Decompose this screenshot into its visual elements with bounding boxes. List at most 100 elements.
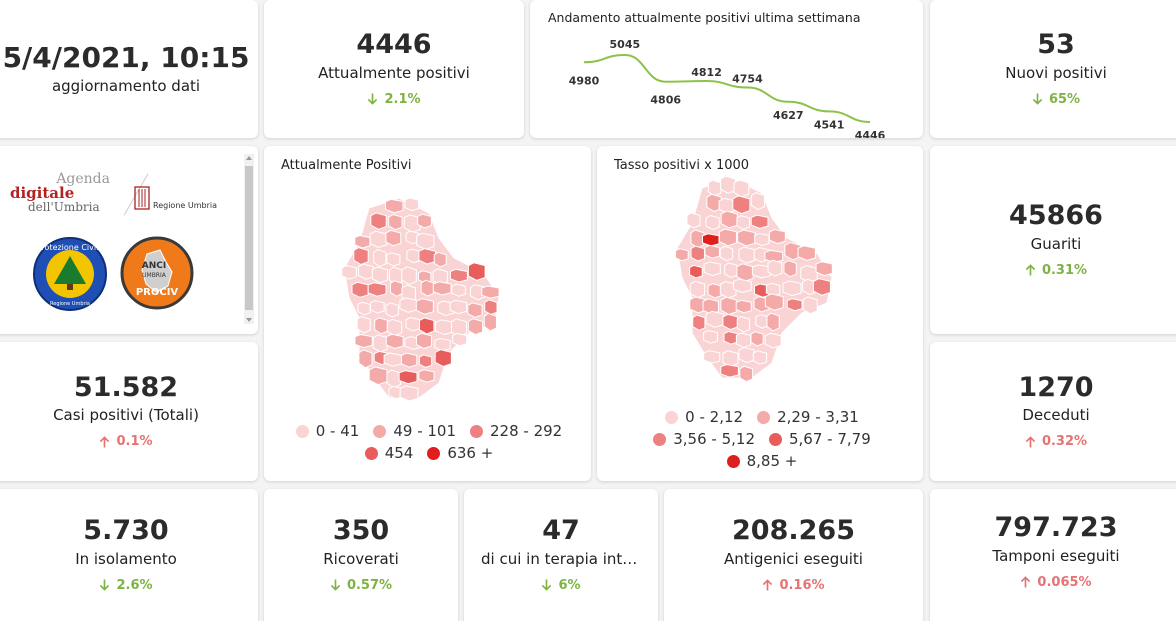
municipality-area[interactable]	[418, 270, 432, 284]
municipality-area[interactable]	[385, 229, 402, 247]
municipality-area[interactable]	[420, 279, 435, 297]
municipality-area[interactable]	[720, 296, 738, 316]
municipality-area[interactable]	[399, 297, 417, 313]
municipality-area[interactable]	[385, 333, 404, 349]
municipality-area[interactable]	[484, 299, 498, 316]
municipality-area[interactable]	[369, 300, 385, 314]
kpi-antigenici[interactable]: 208.265 Antigenici eseguiti 0.16%	[664, 489, 923, 621]
municipality-area[interactable]	[415, 332, 433, 350]
municipality-area[interactable]	[703, 261, 721, 277]
municipality-area[interactable]	[720, 175, 737, 194]
municipality-area[interactable]	[766, 312, 780, 332]
municipality-area[interactable]	[371, 266, 389, 284]
municipality-area[interactable]	[385, 302, 399, 318]
municipality-area[interactable]	[722, 350, 739, 367]
municipality-area[interactable]	[674, 248, 689, 262]
municipality-area[interactable]	[351, 281, 369, 298]
municipality-area[interactable]	[370, 212, 387, 230]
municipality-area[interactable]	[724, 262, 738, 278]
municipality-area[interactable]	[467, 262, 486, 281]
municipality-area[interactable]	[374, 317, 389, 335]
municipality-area[interactable]	[369, 230, 388, 248]
municipality-area[interactable]	[702, 298, 719, 315]
municipality-area[interactable]	[738, 346, 755, 364]
municipality-area[interactable]	[386, 318, 403, 337]
municipality-area[interactable]	[449, 268, 468, 283]
municipality-area[interactable]	[723, 330, 739, 345]
municipality-area[interactable]	[384, 198, 404, 214]
kpi-isolamento[interactable]: 5.730 In isolamento 2.6%	[0, 489, 258, 621]
municipality-area[interactable]	[754, 232, 770, 247]
municipality-area[interactable]	[418, 354, 433, 368]
municipality-area[interactable]	[389, 266, 403, 286]
municipality-area[interactable]	[736, 263, 754, 282]
municipality-area[interactable]	[705, 310, 725, 328]
logos-scrollbar[interactable]	[244, 154, 254, 324]
municipality-area[interactable]	[704, 244, 720, 259]
municipality-area[interactable]	[434, 319, 454, 336]
kpi-ricoverati[interactable]: 350 Ricoverati 0.57%	[264, 489, 458, 621]
municipality-area[interactable]	[707, 179, 722, 197]
kpi-casi-totali[interactable]: 51.582 Casi positivi (Totali) 0.1%	[0, 342, 258, 481]
municipality-area[interactable]	[403, 214, 421, 233]
municipality-area[interactable]	[418, 248, 437, 265]
municipality-area[interactable]	[433, 251, 447, 268]
municipality-area[interactable]	[703, 350, 721, 364]
municipality-area[interactable]	[720, 364, 739, 378]
municipality-area[interactable]	[783, 260, 797, 278]
kpi-deceduti[interactable]: 1270 Deceduti 0.32%	[930, 342, 1176, 481]
municipality-area[interactable]	[386, 369, 401, 389]
municipality-area[interactable]	[400, 352, 418, 368]
municipality-area[interactable]	[354, 333, 373, 349]
municipality-area[interactable]	[735, 332, 752, 349]
municipality-area[interactable]	[764, 249, 784, 263]
municipality-area[interactable]	[373, 249, 387, 268]
municipality-area[interactable]	[358, 349, 373, 369]
municipality-area[interactable]	[690, 245, 705, 262]
municipality-area[interactable]	[750, 192, 765, 211]
municipality-area[interactable]	[404, 197, 420, 212]
kpi-guariti[interactable]: 45866 Guariti 0.31%	[930, 146, 1176, 334]
municipality-area[interactable]	[434, 349, 452, 368]
municipality-area[interactable]	[389, 280, 403, 297]
municipality-area[interactable]	[356, 315, 371, 334]
municipality-area[interactable]	[690, 229, 705, 249]
municipality-area[interactable]	[686, 212, 701, 229]
municipality-area[interactable]	[736, 215, 750, 230]
kpi-tamponi[interactable]: 797.723 Tamponi eseguiti 0.065%	[930, 489, 1176, 621]
municipality-area[interactable]	[722, 313, 739, 331]
municipality-area[interactable]	[432, 281, 452, 296]
municipality-area[interactable]	[398, 370, 418, 385]
municipality-area[interactable]	[417, 213, 432, 229]
municipality-area[interactable]	[418, 369, 435, 383]
municipality-area[interactable]	[368, 366, 388, 386]
municipality-area[interactable]	[467, 302, 483, 318]
municipality-area[interactable]	[689, 264, 703, 279]
municipality-area[interactable]	[797, 245, 816, 261]
umbria-choropleth-map[interactable]	[264, 146, 591, 481]
municipality-area[interactable]	[751, 264, 771, 279]
municipality-area[interactable]	[451, 283, 466, 297]
municipality-area[interactable]	[767, 259, 783, 277]
municipality-area[interactable]	[735, 299, 752, 314]
municipality-area[interactable]	[357, 301, 371, 316]
municipality-area[interactable]	[752, 350, 768, 365]
municipality-area[interactable]	[372, 334, 388, 353]
municipality-area[interactable]	[692, 314, 706, 331]
municipality-area[interactable]	[432, 268, 448, 286]
municipality-area[interactable]	[416, 232, 435, 250]
municipality-area[interactable]	[764, 293, 784, 311]
municipality-area[interactable]	[719, 245, 734, 262]
umbria-rate-choropleth-map[interactable]	[597, 146, 923, 481]
municipality-area[interactable]	[812, 278, 831, 296]
municipality-area[interactable]	[707, 283, 722, 299]
municipality-area[interactable]	[450, 318, 467, 338]
municipality-area[interactable]	[386, 252, 401, 267]
municipality-area[interactable]	[405, 316, 421, 332]
municipality-area[interactable]	[782, 280, 802, 297]
municipality-area[interactable]	[449, 299, 468, 315]
municipality-area[interactable]	[415, 298, 434, 315]
municipality-area[interactable]	[353, 247, 369, 266]
municipality-area[interactable]	[705, 215, 720, 231]
municipality-area[interactable]	[703, 330, 718, 344]
